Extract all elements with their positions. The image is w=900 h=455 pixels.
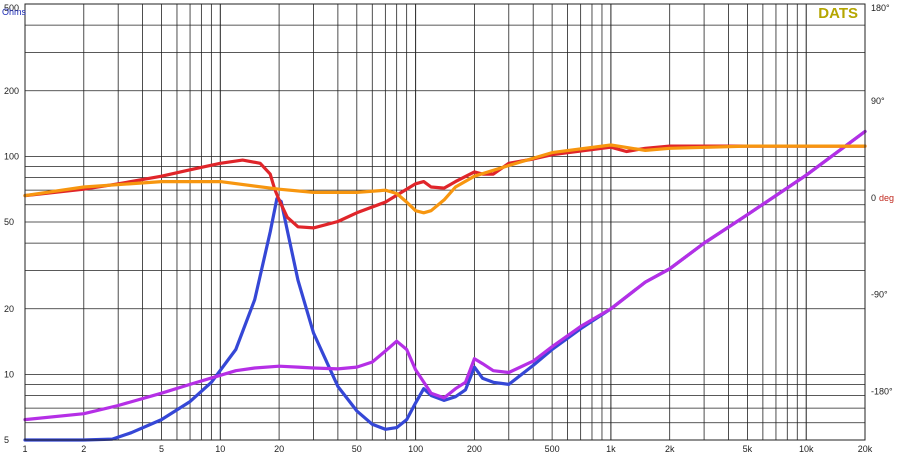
left-axis-unit: Ohms	[2, 7, 27, 17]
x-tick-label: 100	[408, 444, 423, 454]
x-tick-label: 20	[274, 444, 284, 454]
left-tick-label: 500	[4, 3, 19, 13]
right-axis-unit: deg	[879, 193, 894, 203]
x-tick-label: 50	[352, 444, 362, 454]
brand-label: DATS	[818, 5, 858, 22]
x-tick-label: 500	[545, 444, 560, 454]
x-tick-label: 5k	[743, 444, 753, 454]
series-line-3	[23, 144, 867, 230]
left-tick-label: 200	[4, 86, 19, 96]
axis-labels: 1 2 5 10 20 50 100 200 500 1k 2k 5k 10k 20k 5 10 20 50 100…	[2, 3, 894, 454]
series-line-2	[23, 129, 867, 422]
series-layer	[23, 129, 867, 442]
x-tick-label: 1k	[606, 444, 616, 454]
left-tick-label: 10	[4, 369, 14, 379]
x-tick-label: 5	[159, 444, 164, 454]
right-tick-label: -180°	[871, 387, 893, 397]
left-tick-label: 20	[4, 304, 14, 314]
x-tick-label: 20k	[858, 444, 873, 454]
x-tick-label: 1	[22, 444, 27, 454]
right-tick-label-zero: 0	[871, 193, 876, 203]
left-tick-label: 5	[4, 435, 9, 445]
series-line-4	[23, 143, 867, 215]
x-tick-label: 200	[467, 444, 482, 454]
right-tick-label: -90°	[871, 290, 888, 300]
x-tick-label: 10	[215, 444, 225, 454]
left-tick-label: 50	[4, 217, 14, 227]
x-tick-label: 2	[81, 444, 86, 454]
left-tick-label: 100	[4, 151, 19, 161]
x-tick-label: 2k	[665, 444, 675, 454]
plot-frame	[24, 3, 866, 441]
x-tick-label: 10k	[799, 444, 814, 454]
right-tick-label: 180°	[871, 3, 890, 13]
right-tick-label: 90°	[871, 96, 885, 106]
